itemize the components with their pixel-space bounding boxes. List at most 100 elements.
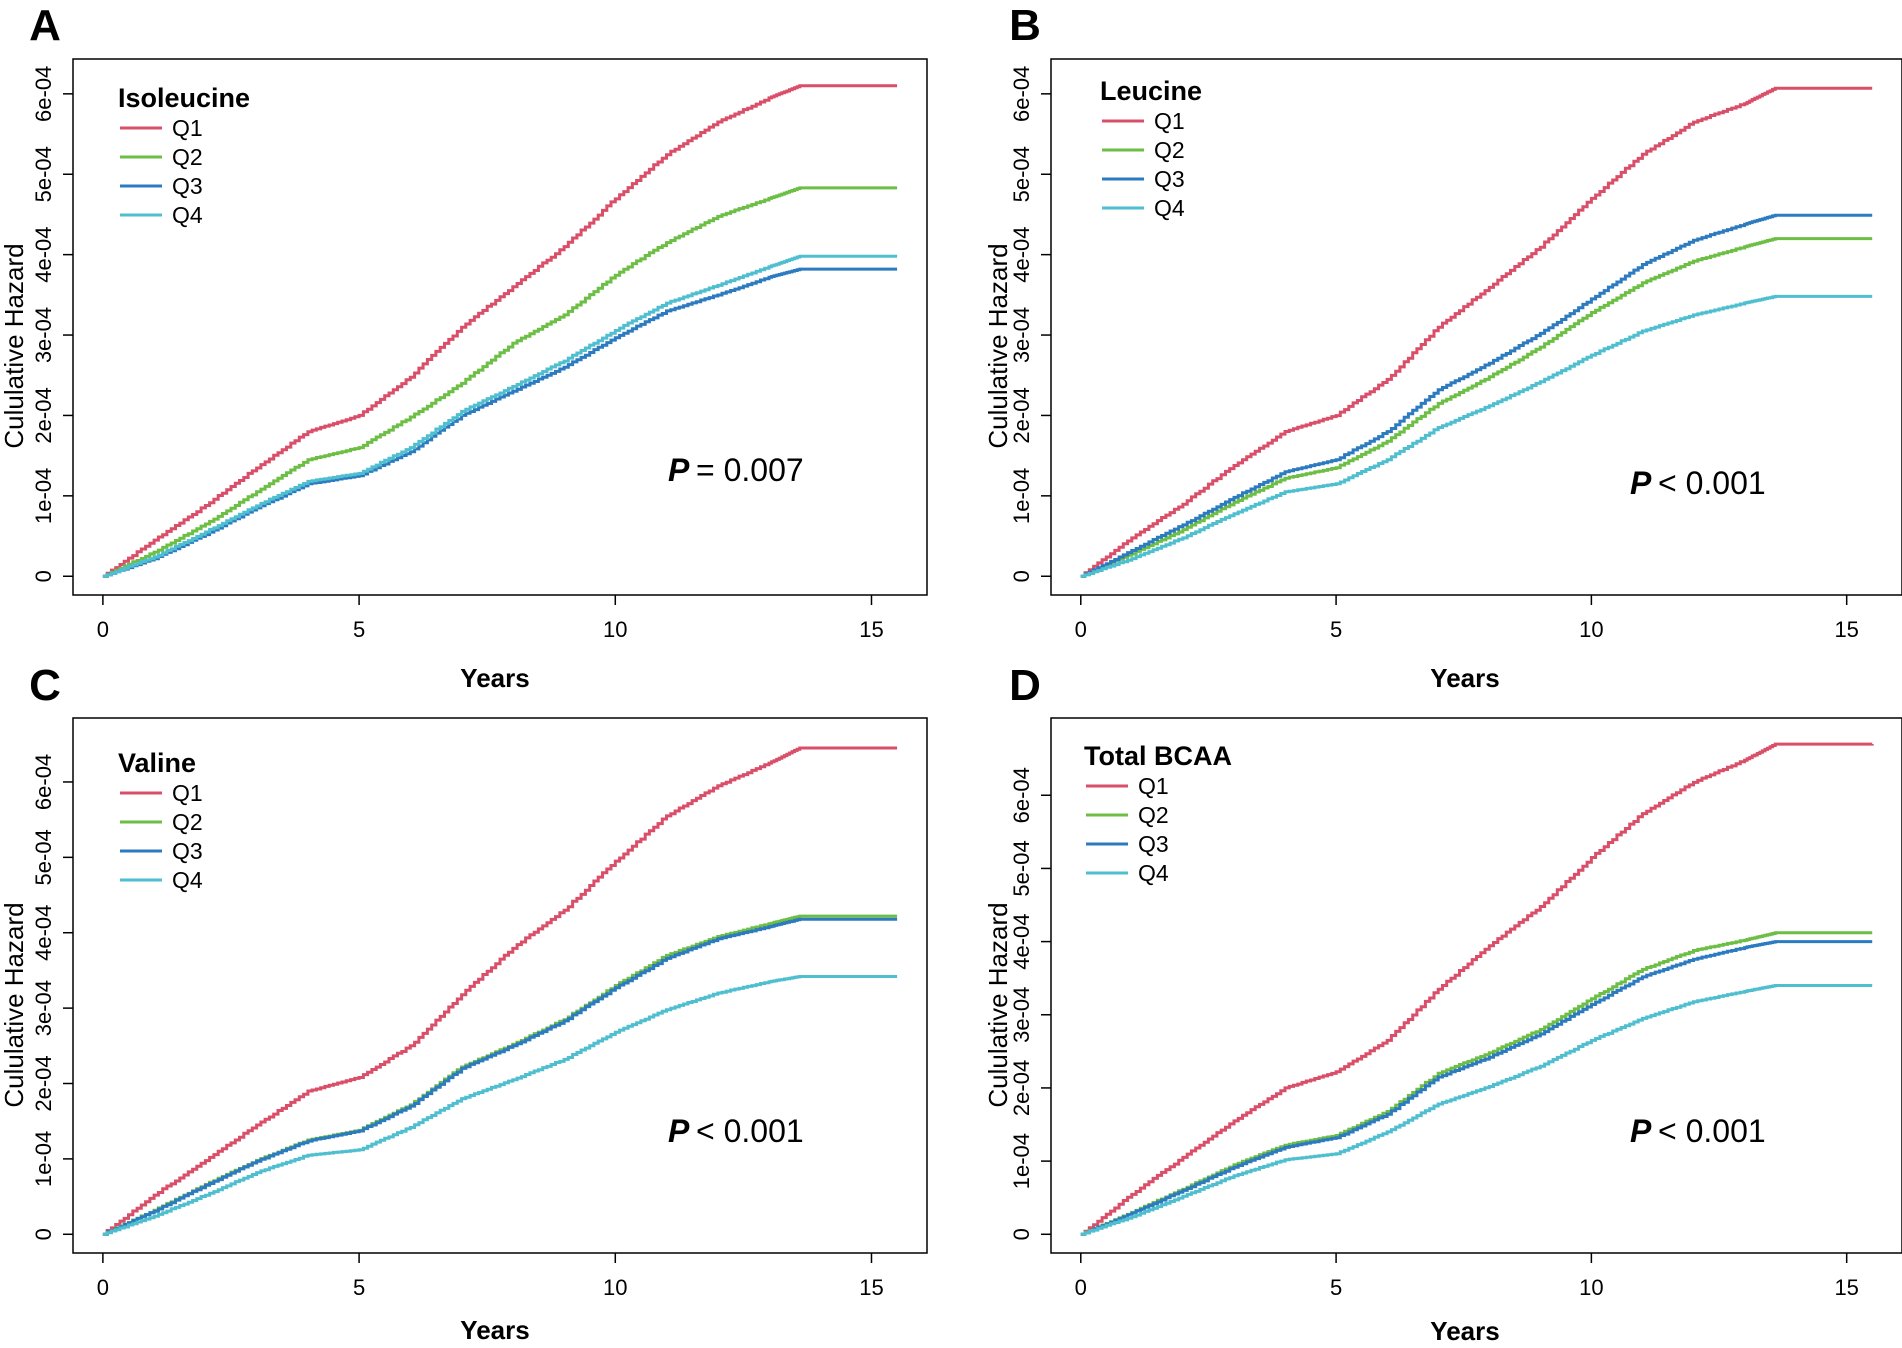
y-tick-label: 3e-04: [31, 307, 56, 363]
x-axis-title: Years: [1430, 663, 1499, 693]
panel-letter: A: [29, 1, 61, 50]
y-tick-label: 0: [31, 1228, 56, 1240]
x-tick-label: 0: [1075, 617, 1087, 642]
x-axis-title: Years: [460, 663, 529, 693]
series-line-q4: [102, 254, 898, 578]
y-tick-label: 6e-04: [31, 66, 56, 122]
panel-letter: C: [29, 661, 61, 710]
x-tick-label: 0: [97, 1275, 109, 1300]
legend-label: Q3: [1154, 166, 1185, 192]
p-value-text: = 0.007: [696, 452, 804, 488]
p-value-label: P: [1630, 465, 1652, 501]
y-tick-label: 5e-04: [31, 146, 56, 202]
legend-title: Leucine: [1100, 76, 1202, 106]
legend-title: Total BCAA: [1084, 741, 1232, 771]
series-line-q1: [1080, 742, 1874, 1236]
series-line-q2: [1080, 237, 1873, 578]
series-line-q1: [102, 84, 898, 578]
y-tick-label: 0: [1009, 570, 1034, 582]
y-tick-label: 1e-04: [1009, 468, 1034, 524]
y-tick-label: 4e-04: [1009, 913, 1034, 969]
p-value-label: P: [1630, 1113, 1652, 1149]
series-line-q3: [1080, 940, 1873, 1236]
y-tick-label: 1e-04: [1009, 1133, 1034, 1189]
y-axis-title: Cululative Hazard: [0, 243, 29, 448]
series-line-q2: [102, 186, 898, 578]
plot-frame: [1050, 717, 1902, 1254]
panel-a: 0 5 10 15 0 1e-04 2e-04 3e-04 4e-04 5e-04 6e-04 Yea…: [0, 1, 928, 693]
y-tick-label: 1e-04: [31, 468, 56, 524]
x-tick-label: 5: [1330, 617, 1342, 642]
legend-label: Q3: [172, 838, 203, 864]
panel-letter: B: [1009, 1, 1041, 50]
x-tick-label: 10: [1579, 617, 1603, 642]
series-line-q3: [102, 917, 898, 1236]
series-line-q2: [1080, 931, 1873, 1236]
p-value-text: < 0.001: [1658, 465, 1766, 501]
y-axis-title: Cululative Hazard: [983, 243, 1013, 448]
plot-frame: [1050, 58, 1902, 596]
legend-label: Q4: [172, 202, 203, 228]
legend-label: Q1: [1138, 773, 1169, 799]
y-tick-label: 5e-04: [1009, 840, 1034, 896]
series-line-q3: [1080, 213, 1873, 578]
y-tick-label: 3e-04: [1009, 987, 1034, 1043]
legend-label: Q4: [1154, 195, 1185, 221]
y-tick-label: 4e-04: [31, 226, 56, 282]
x-tick-label: 15: [859, 617, 883, 642]
y-tick-label: 0: [1009, 1228, 1034, 1240]
panel-d: 0 5 10 15 0 1e-04 2e-04 3e-04 4e-04 5e-04 6e-04 Yea…: [983, 661, 1902, 1346]
p-value-text: < 0.001: [1658, 1113, 1766, 1149]
y-axis-title: Cululative Hazard: [983, 902, 1013, 1107]
legend-label: Q1: [1154, 108, 1185, 134]
legend-label: Q4: [172, 867, 203, 893]
y-tick-label: 4e-04: [31, 905, 56, 961]
y-tick-label: 5e-04: [1009, 146, 1034, 202]
x-tick-label: 15: [859, 1275, 883, 1300]
p-value-text: < 0.001: [696, 1113, 804, 1149]
y-tick-label: 5e-04: [31, 829, 56, 885]
y-axis-title: Cululative Hazard: [0, 902, 29, 1107]
y-tick-label: 2e-04: [1009, 1060, 1034, 1116]
plot-frame: [72, 58, 928, 596]
y-tick-label: 2e-04: [1009, 387, 1034, 443]
x-tick-label: 5: [1330, 1275, 1342, 1300]
y-tick-label: 6e-04: [1009, 767, 1034, 823]
p-value-label: P: [668, 1113, 690, 1149]
x-tick-label: 10: [1579, 1275, 1603, 1300]
panel-c: 0 5 10 15 0 1e-04 2e-04 3e-04 4e-04 5e-04 6e-04 Yea…: [0, 661, 928, 1345]
x-tick-label: 10: [603, 617, 627, 642]
x-tick-label: 10: [603, 1275, 627, 1300]
x-tick-label: 0: [1075, 1275, 1087, 1300]
p-value-label: P: [668, 452, 690, 488]
series-line-q1: [102, 746, 898, 1236]
y-tick-label: 3e-04: [1009, 307, 1034, 363]
legend-label: Q3: [172, 173, 203, 199]
panel-letter: D: [1009, 661, 1041, 710]
x-tick-label: 0: [97, 617, 109, 642]
series-line-q3: [102, 267, 898, 578]
legend-label: Q4: [1138, 860, 1169, 886]
y-tick-label: 0: [31, 570, 56, 582]
legend-label: Q2: [172, 144, 203, 170]
x-tick-label: 15: [1834, 1275, 1858, 1300]
legend-label: Q2: [1154, 137, 1185, 163]
legend-label: Q1: [172, 115, 203, 141]
x-tick-label: 15: [1834, 617, 1858, 642]
y-tick-label: 6e-04: [31, 754, 56, 810]
legend-title: Isoleucine: [118, 83, 250, 113]
plot-frame: [72, 717, 928, 1254]
panel-b: 0 5 10 15 0 1e-04 2e-04 3e-04 4e-04 5e-04 6e-04 Yea…: [983, 1, 1902, 693]
series-line-q1: [1080, 86, 1873, 578]
x-axis-title: Years: [1430, 1316, 1499, 1346]
x-axis-title: Years: [460, 1315, 529, 1345]
legend-label: Q3: [1138, 831, 1169, 857]
y-tick-label: 3e-04: [31, 980, 56, 1036]
y-tick-label: 4e-04: [1009, 226, 1034, 282]
legend-label: Q2: [1138, 802, 1169, 828]
y-tick-label: 1e-04: [31, 1131, 56, 1187]
x-tick-label: 5: [353, 617, 365, 642]
series-line-q4: [102, 975, 898, 1236]
y-tick-label: 6e-04: [1009, 66, 1034, 122]
